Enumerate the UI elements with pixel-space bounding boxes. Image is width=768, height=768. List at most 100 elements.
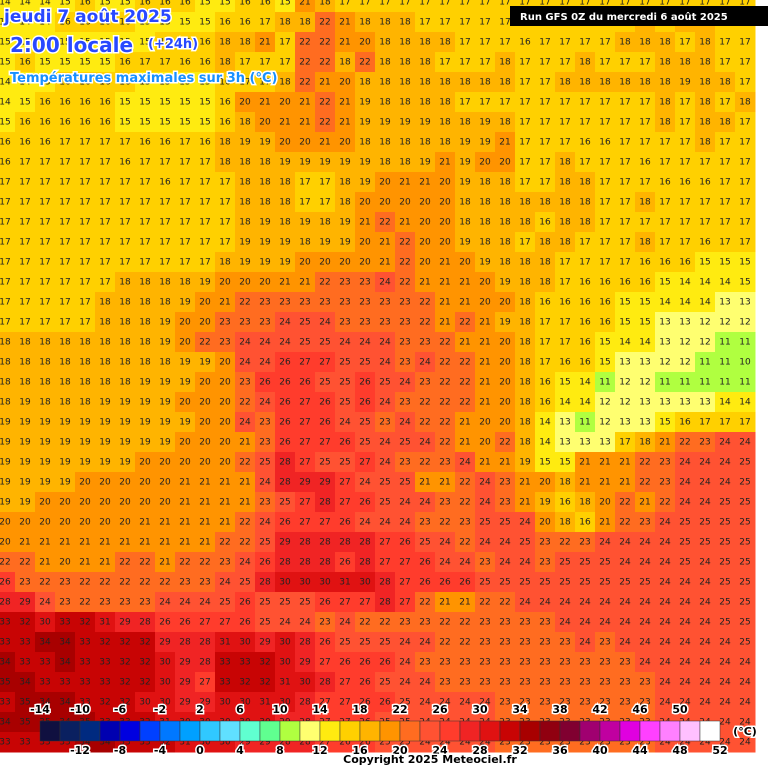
cell-value: 18: [499, 118, 511, 128]
cell-value: 13: [619, 358, 630, 368]
cell-value: 27: [339, 698, 350, 708]
cell-value: 18: [539, 258, 551, 268]
cell-value: 18: [339, 58, 351, 68]
cell: [115, 272, 136, 293]
cell-value: 20: [419, 238, 431, 248]
cell-value: 25: [279, 598, 290, 608]
cell-value: 17: [79, 158, 90, 168]
cell-value: 26: [439, 578, 451, 588]
cell: [435, 32, 456, 53]
cell-value: 20: [179, 458, 191, 468]
cell: [315, 0, 336, 13]
cell-value: 28: [379, 598, 391, 608]
cell-value: 18: [579, 498, 591, 508]
cell-value: 14: [739, 398, 751, 408]
cell-value: 24: [699, 558, 711, 568]
cell: [715, 152, 736, 173]
cell: [555, 52, 576, 73]
cell-value: 19: [419, 158, 431, 168]
cell: [95, 32, 116, 53]
cell: [735, 92, 756, 113]
cell: [415, 92, 436, 113]
cell-value: 17: [539, 38, 550, 48]
cell-value: 18: [379, 98, 391, 108]
cell-value: 23: [519, 618, 530, 628]
cell-value: 23: [459, 658, 470, 668]
cell-value: 19: [79, 418, 91, 428]
cell: [595, 212, 616, 233]
cell-value: 17: [539, 158, 550, 168]
cell-value: 17: [659, 238, 670, 248]
cell-value: 17: [239, 58, 250, 68]
cell-value: 22: [459, 538, 470, 548]
legend-label: -2: [154, 703, 166, 716]
cell: [395, 12, 416, 33]
cell-value: 20: [499, 418, 511, 428]
cell-value: 26: [0, 578, 11, 588]
cell: [255, 0, 276, 13]
legend-label: -8: [114, 744, 126, 757]
legend-swatch: [319, 720, 341, 742]
cell: [315, 12, 336, 33]
cell-value: 21: [439, 158, 450, 168]
cell: [255, 192, 276, 213]
cell-value: 16: [59, 118, 71, 128]
cell-value: 10: [739, 358, 751, 368]
cell-value: 17: [419, 18, 430, 28]
legend-label: -6: [114, 703, 127, 716]
cell-value: 21: [119, 538, 130, 548]
cell: [735, 152, 756, 173]
cell-value: 19: [59, 438, 71, 448]
cell: [55, 272, 76, 293]
legend-swatch: [179, 720, 201, 742]
cell: [195, 92, 216, 113]
cell: [455, 212, 476, 233]
cell-value: 25: [319, 458, 330, 468]
cell-value: 22: [459, 398, 470, 408]
cell-value: 17: [319, 198, 330, 208]
cell-value: 16: [519, 38, 531, 48]
cell: [175, 152, 196, 173]
cell-value: 22: [39, 578, 50, 588]
cell: [75, 212, 96, 233]
cell-value: 33: [39, 658, 50, 668]
cell-value: 19: [59, 478, 71, 488]
cell-value: 25: [339, 358, 350, 368]
cell-value: 16: [559, 358, 571, 368]
cell: [655, 92, 676, 113]
cell-value: 17: [59, 158, 70, 168]
cell-value: 20: [139, 498, 151, 508]
cell: [475, 152, 496, 173]
cell-value: 20: [339, 78, 351, 88]
cell: [415, 152, 436, 173]
cell-value: 17: [619, 158, 630, 168]
cell-value: 25: [739, 618, 750, 628]
cell: [135, 132, 156, 153]
cell-value: 16: [639, 258, 651, 268]
cell-value: 25: [579, 558, 590, 568]
cell: [395, 152, 416, 173]
cell-value: 16: [119, 58, 131, 68]
cell-value: 15: [559, 378, 570, 388]
cell-value: 17: [139, 58, 150, 68]
cell-value: 23: [359, 278, 370, 288]
cell-value: 19: [319, 238, 331, 248]
cell-value: 17: [99, 218, 110, 228]
cell-value: 18: [139, 318, 151, 328]
cell: [0, 272, 16, 293]
cell: [475, 0, 496, 13]
cell: [195, 172, 216, 193]
cell-value: 19: [379, 118, 391, 128]
cell: [35, 212, 56, 233]
cell-value: 23: [619, 678, 630, 688]
cell: [0, 32, 16, 53]
cell: [355, 92, 376, 113]
cell-value: 12: [699, 338, 710, 348]
cell-value: 24: [379, 398, 391, 408]
legend-label: 18: [352, 703, 367, 716]
cell: [255, 272, 276, 293]
cell-value: 25: [699, 518, 710, 528]
cell: [715, 112, 736, 133]
cell-value: 28: [319, 498, 331, 508]
cell: [175, 72, 196, 93]
